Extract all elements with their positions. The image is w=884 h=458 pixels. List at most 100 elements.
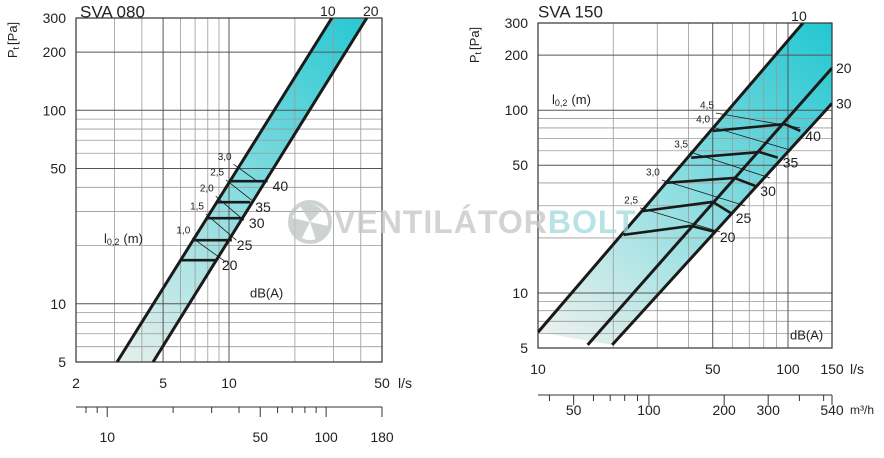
x2-tick-label: 10 bbox=[99, 429, 115, 445]
sound-line bbox=[641, 200, 732, 215]
y-tick-label: 100 bbox=[43, 102, 67, 118]
band-fill bbox=[117, 18, 382, 362]
x-tick-label: 50 bbox=[374, 375, 390, 391]
watermark-fan bbox=[291, 203, 328, 240]
throw-line bbox=[661, 179, 746, 207]
watermark-main: VENTILÁTOR bbox=[334, 204, 548, 240]
y-tick-label: 300 bbox=[505, 15, 529, 31]
sound-label: 25 bbox=[237, 237, 253, 253]
band-fill bbox=[538, 23, 832, 345]
band-label: 10 bbox=[320, 3, 336, 19]
x-tick-label: 5 bbox=[159, 375, 167, 391]
y-axis-label: Pt[Pa] bbox=[5, 22, 22, 58]
y-tick-label: 200 bbox=[43, 44, 67, 60]
sound-label: 40 bbox=[273, 178, 289, 194]
plot-frame bbox=[75, 17, 383, 363]
y-label-unit: [Pa] bbox=[5, 22, 20, 45]
throw-label-symbol: l bbox=[552, 92, 555, 107]
throw-line bbox=[192, 237, 227, 263]
throw-label: 3,0 bbox=[646, 168, 660, 179]
throw-label: 4,5 bbox=[700, 101, 714, 112]
y-axis-label: Pt[Pa] bbox=[467, 27, 484, 63]
watermark: VENTILÁTORBOLT bbox=[288, 200, 637, 244]
sound-label: 35 bbox=[783, 155, 799, 171]
y-label-subscript: t bbox=[473, 51, 483, 54]
band-line bbox=[538, 23, 805, 334]
throw-line bbox=[215, 195, 245, 221]
throw-label-unit: (m) bbox=[571, 92, 591, 107]
x2-tick-label: 180 bbox=[370, 429, 394, 445]
sound-line bbox=[712, 122, 801, 133]
sound-label: 20 bbox=[222, 257, 238, 273]
throw-label: 2,0 bbox=[200, 184, 214, 195]
watermark-text: VENTILÁTORBOLT bbox=[334, 204, 637, 240]
x2-tick-label: 50 bbox=[252, 429, 268, 445]
sound-line bbox=[664, 176, 756, 188]
throw-axis-label: l0,2 (m) bbox=[104, 231, 143, 248]
band-label: 10 bbox=[791, 8, 807, 24]
y-label-unit: [Pa] bbox=[467, 27, 482, 50]
y-tick-label: 100 bbox=[505, 102, 529, 118]
sound-axis-label: dB(A) bbox=[790, 328, 823, 343]
throw-label: 3,5 bbox=[674, 139, 688, 150]
band-line bbox=[611, 102, 832, 346]
throw-line bbox=[639, 207, 721, 233]
x2-tick-label: 100 bbox=[314, 429, 338, 445]
band-line bbox=[151, 18, 369, 362]
x2-axis-label: m³/h bbox=[850, 403, 874, 417]
x-axis-label: l/s bbox=[850, 361, 864, 377]
sound-label: 35 bbox=[255, 199, 271, 215]
throw-label-symbol: l bbox=[104, 231, 107, 246]
band-line bbox=[586, 67, 832, 346]
throw-line bbox=[225, 179, 252, 201]
sound-label: 40 bbox=[805, 128, 821, 144]
band-label: 20 bbox=[363, 3, 379, 19]
throw-label: 2,5 bbox=[210, 168, 224, 179]
x-tick-label: 10 bbox=[221, 375, 237, 391]
throw-label: 3,0 bbox=[218, 152, 232, 163]
y-tick-label: 200 bbox=[505, 47, 529, 63]
throw-label: 4,0 bbox=[696, 115, 710, 126]
band-line bbox=[115, 18, 334, 362]
x-tick-label: 100 bbox=[776, 361, 800, 377]
plot-frame bbox=[537, 22, 833, 349]
x2-tick-label: 200 bbox=[712, 402, 736, 418]
band-label: 20 bbox=[836, 60, 852, 76]
x-tick-label: 10 bbox=[530, 361, 546, 377]
throw-label-subscript: 0,2 bbox=[107, 237, 120, 247]
throw-label-subscript: 0,2 bbox=[555, 98, 568, 108]
x-tick-label: 50 bbox=[705, 361, 721, 377]
throw-axis-label: l0,2 (m) bbox=[552, 92, 591, 109]
watermark-accent: BOLT bbox=[548, 204, 637, 240]
x-tick-label: 150 bbox=[820, 361, 844, 377]
throw-line bbox=[233, 163, 259, 183]
sound-line bbox=[623, 224, 716, 237]
x-tick-label: 2 bbox=[72, 375, 80, 391]
y-tick-label: 5 bbox=[58, 354, 66, 370]
x2-tick-label: 100 bbox=[637, 402, 661, 418]
band-label: 30 bbox=[836, 95, 852, 111]
y-tick-label: 50 bbox=[50, 161, 66, 177]
sound-label: 30 bbox=[760, 183, 776, 199]
watermark-icon bbox=[288, 200, 332, 244]
sound-label: 20 bbox=[720, 229, 736, 245]
y-label-symbol: P bbox=[467, 54, 482, 63]
x2-tick-label: 300 bbox=[757, 402, 781, 418]
y-tick-label: 5 bbox=[520, 340, 528, 356]
sound-label: 25 bbox=[736, 210, 752, 226]
throw-label-unit: (m) bbox=[123, 231, 143, 246]
y-tick-label: 50 bbox=[512, 157, 528, 173]
y-label-subscript: t bbox=[11, 46, 21, 49]
sound-line bbox=[691, 150, 779, 159]
x-axis-label: l/s bbox=[398, 375, 412, 391]
chart-title: SVA 150 bbox=[538, 3, 603, 22]
y-tick-label: 10 bbox=[512, 285, 528, 301]
throw-label: 1,0 bbox=[176, 225, 190, 236]
sound-label: 30 bbox=[249, 215, 265, 231]
y-label-symbol: P bbox=[5, 49, 20, 58]
throw-label: 1,5 bbox=[190, 202, 204, 213]
